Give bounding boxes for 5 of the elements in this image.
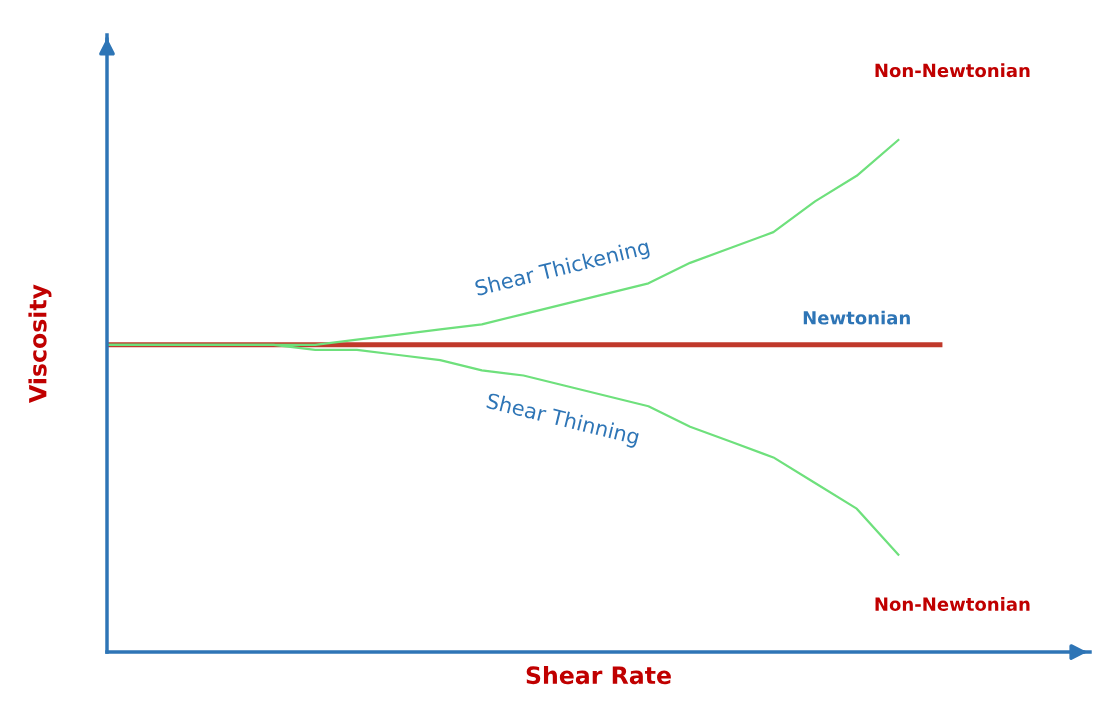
y-axis-title: Viscosity (28, 284, 52, 403)
series-label: Newtonian (803, 310, 910, 325)
annotation: Non-Newtonian (875, 596, 1030, 611)
text: Non-Newtonian (875, 63, 1030, 78)
x-axis-title: Shear Rate (526, 665, 671, 685)
